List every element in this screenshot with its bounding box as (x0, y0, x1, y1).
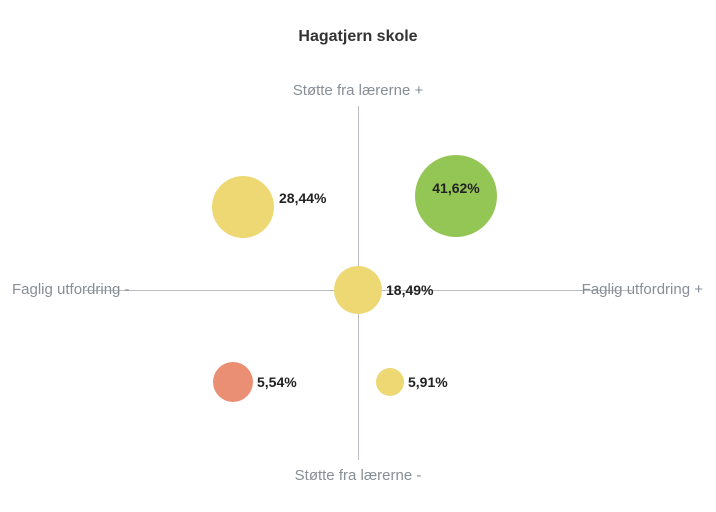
axis-label-right: Faglig utfordring + (582, 281, 703, 298)
chart-title: Hagatjern skole (0, 28, 716, 46)
bubble-q1-top-right (415, 155, 497, 237)
chart-container: Hagatjern skole Støtte fra lærerne + Stø… (0, 0, 716, 512)
axis-label-left: Faglig utfordring - (12, 281, 130, 298)
bubble-label-q4-bottom-right: 5,91% (408, 374, 448, 390)
bubble-q3-bottom-left (213, 362, 253, 402)
bubble-label-q3-bottom-left: 5,54% (257, 374, 297, 390)
axis-label-top: Støtte fra lærerne + (0, 82, 716, 99)
bubble-label-q2-top-left: 28,44% (279, 190, 326, 206)
axis-label-bottom: Støtte fra lærerne - (0, 467, 716, 484)
bubble-center (334, 266, 382, 314)
bubble-q4-bottom-right (376, 368, 404, 396)
bubble-q2-top-left (212, 176, 274, 238)
